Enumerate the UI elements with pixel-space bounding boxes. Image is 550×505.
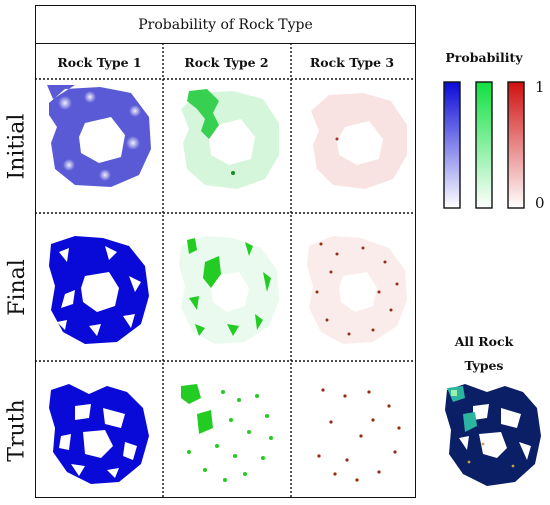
probability-grid: Probability of Rock Type Rock Type 1 Roc… — [34, 5, 416, 498]
map-all-rock-types — [445, 384, 541, 486]
map-initial-rock-type-2 — [181, 89, 279, 189]
figure-title: Probability of Rock Type — [36, 6, 415, 44]
legend-bar-rock-type-3 — [507, 81, 525, 209]
map-truth-rock-type-1 — [49, 384, 149, 484]
map-initial-rock-type-3 — [311, 93, 407, 189]
map-initial-rock-type-1 — [47, 85, 151, 187]
column-header-rock-type-2: Rock Type 2 — [184, 54, 269, 70]
legend-colorbars — [443, 81, 525, 209]
legend-title: Probability — [445, 50, 523, 65]
grid-dividers — [34, 42, 416, 498]
legend-bar-rock-type-2 — [475, 81, 493, 209]
column-header-rock-type-3: Rock Type 3 — [309, 54, 395, 70]
legend-bar-rock-type-1 — [443, 81, 461, 209]
map-truth-rock-type-2 — [181, 384, 273, 482]
all-rock-types-label: All Rock Types — [454, 334, 514, 373]
row-label-truth: Truth — [4, 398, 30, 462]
row-label-initial: Initial — [4, 113, 30, 179]
map-truth-rock-type-3 — [317, 388, 401, 482]
map-final-rock-type-2 — [179, 236, 279, 344]
legend-max-label: 1 — [535, 78, 545, 96]
row-label-final: Final — [4, 258, 30, 316]
column-header-rock-type-1: Rock Type 1 — [57, 54, 142, 70]
map-final-rock-type-3 — [307, 236, 407, 344]
map-final-rock-type-1 — [49, 236, 149, 344]
legend-min-label: 0 — [535, 194, 545, 212]
